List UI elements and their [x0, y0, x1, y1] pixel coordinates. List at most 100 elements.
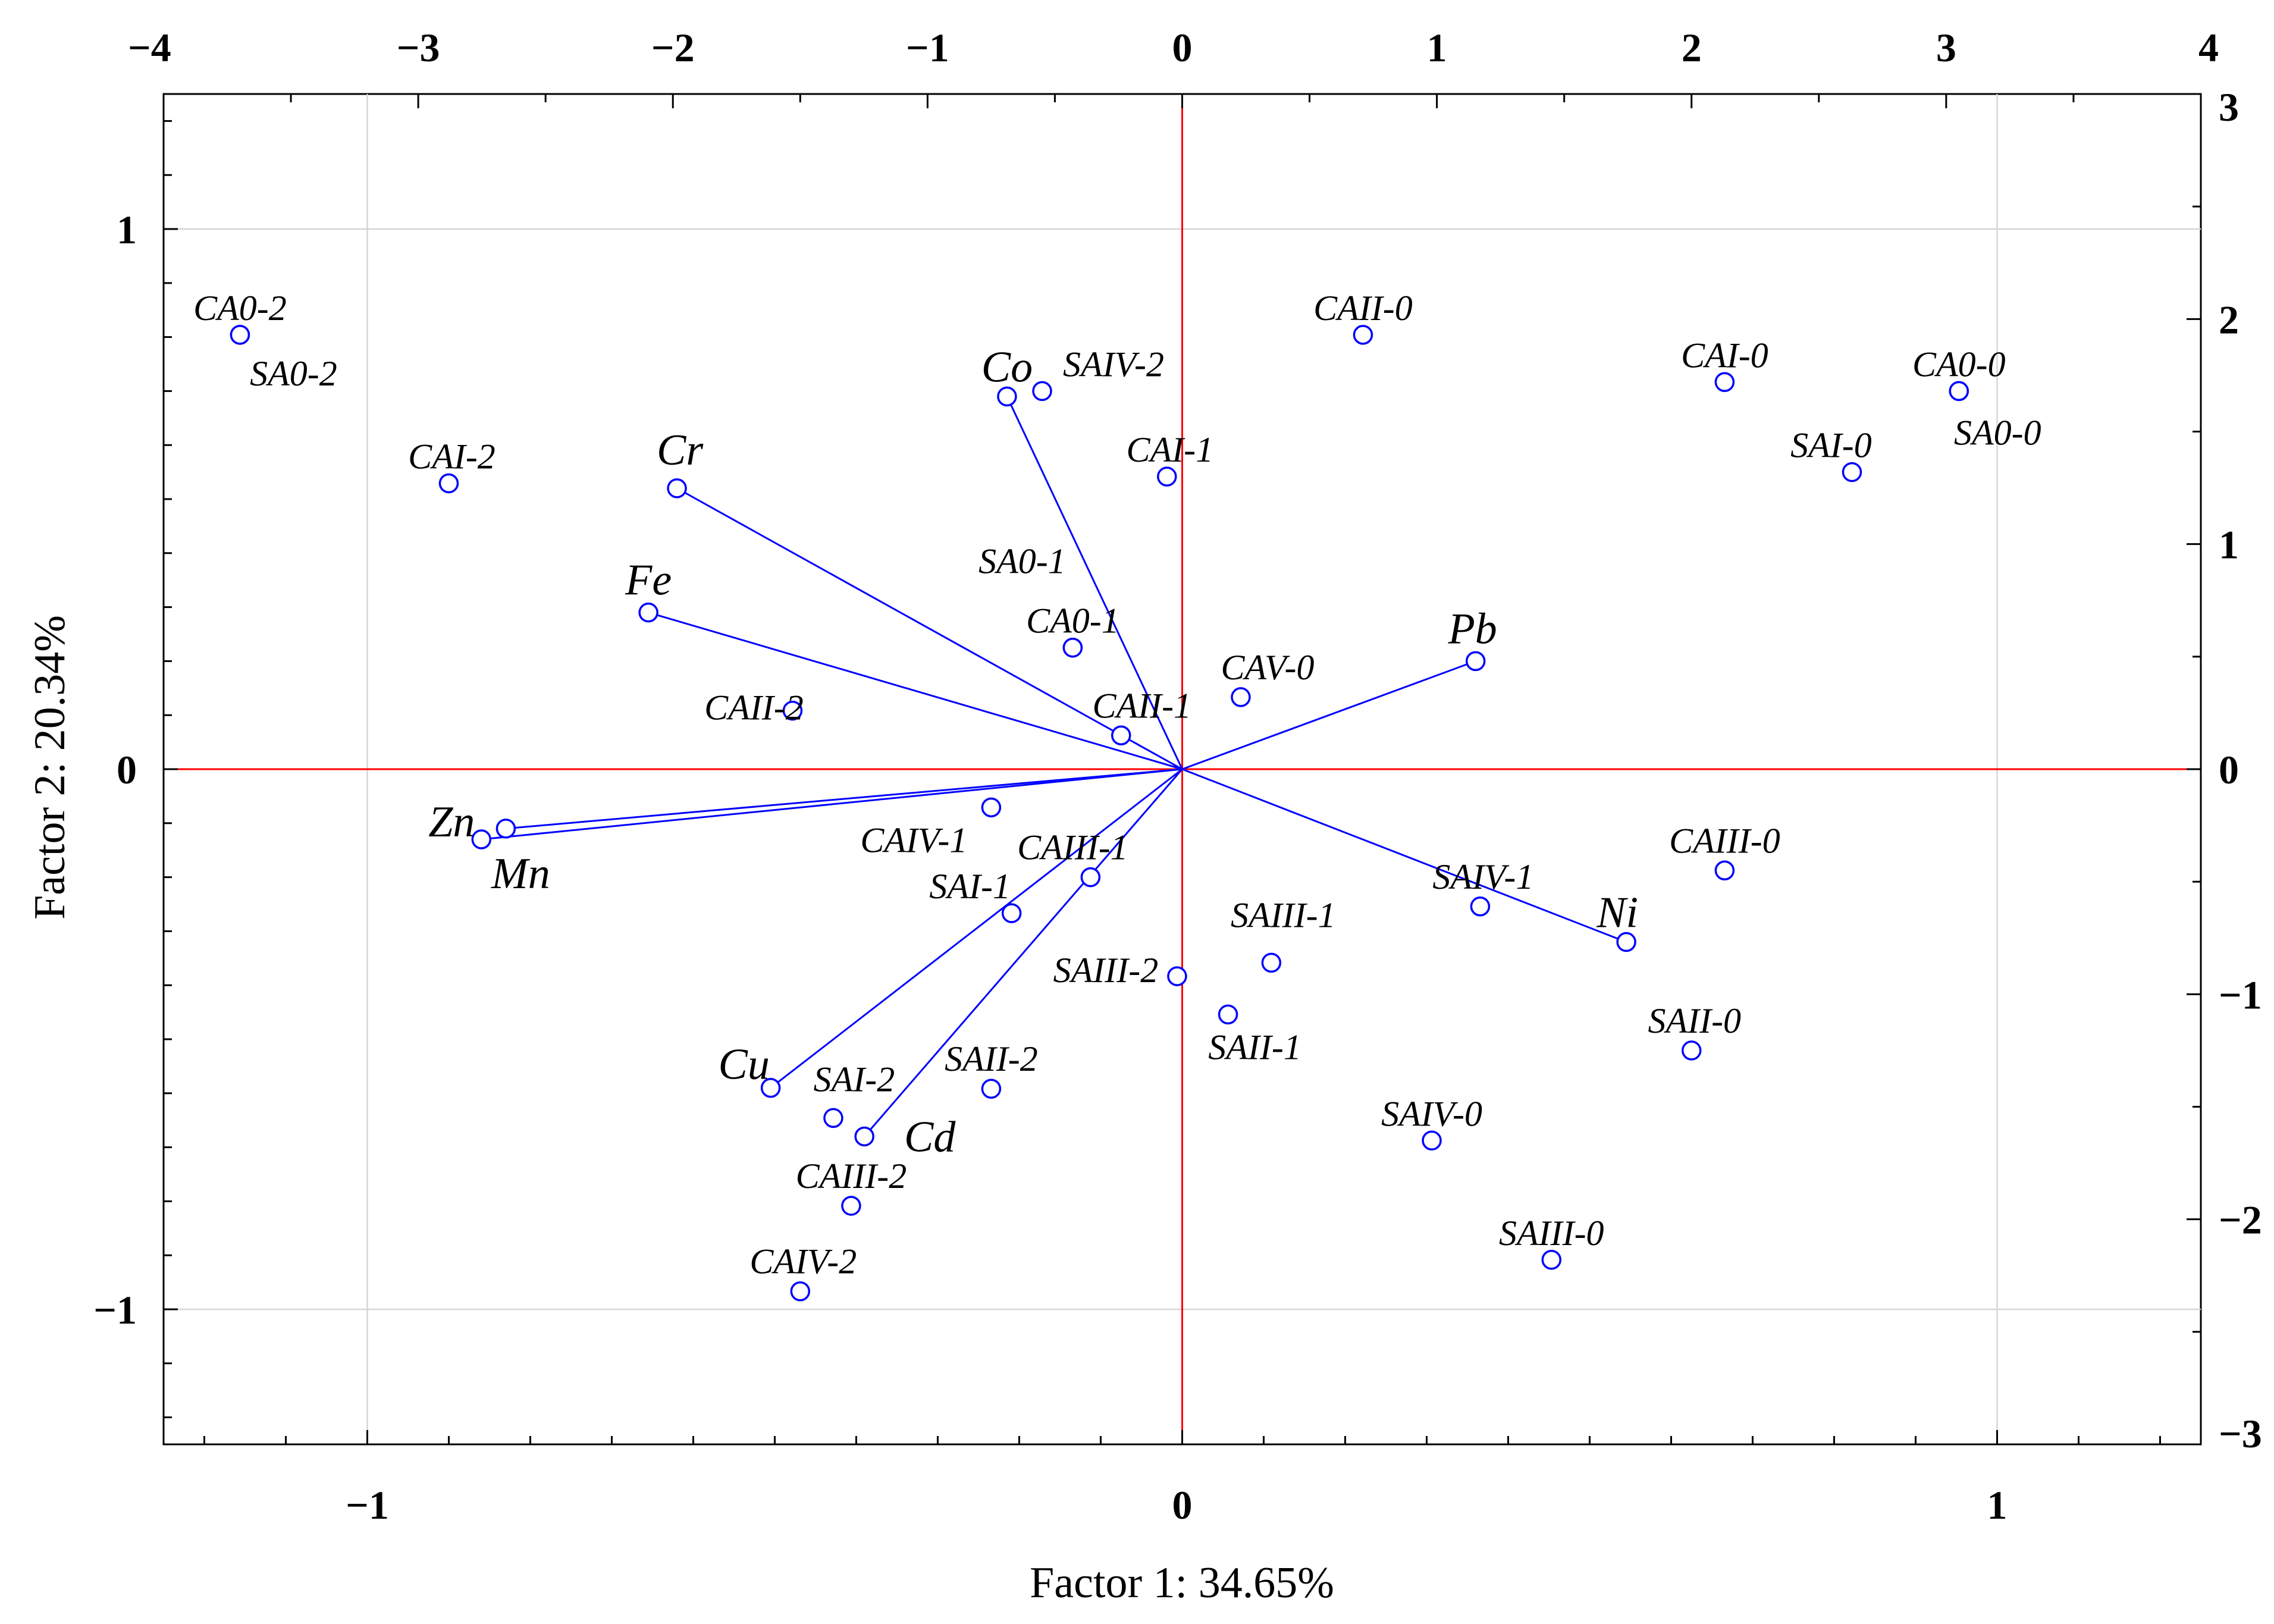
variable-marker — [760, 1077, 781, 1098]
observation-label: CAII-1 — [1092, 686, 1191, 725]
observation-label: SAII-2 — [945, 1039, 1038, 1079]
observation-label: CAI-0 — [1681, 336, 1768, 375]
top-tick-label: −4 — [128, 25, 171, 70]
loading-vector-cr — [676, 487, 1183, 770]
top-tick-label: 4 — [2198, 25, 2219, 70]
observation-label: SAI-1 — [929, 867, 1011, 906]
observation-marker — [1167, 966, 1187, 986]
variable-label: Cr — [657, 426, 704, 475]
observation-marker — [1470, 896, 1491, 917]
variable-marker — [495, 819, 516, 839]
top-tick-label: 0 — [1172, 25, 1193, 70]
variable-marker — [638, 602, 658, 623]
observation-marker — [1714, 372, 1735, 393]
observation-label: SAIV-2 — [1063, 344, 1164, 384]
variable-label: Mn — [491, 849, 550, 898]
observation-marker — [1261, 952, 1282, 973]
top-tick-label: −1 — [906, 25, 949, 70]
right-tick-label: −3 — [2219, 1411, 2262, 1456]
left-tick-label: 0 — [117, 747, 137, 792]
variable-label: Zn — [428, 798, 475, 847]
observation-label: CAV-0 — [1221, 648, 1314, 687]
observation-marker — [1157, 466, 1177, 487]
observation-marker — [1080, 867, 1101, 888]
loading-vector-co — [1006, 396, 1183, 770]
observation-label: CAI-2 — [408, 437, 495, 476]
right-tick-label: −2 — [2219, 1197, 2262, 1243]
bottom-tick-label: 1 — [1987, 1482, 2008, 1528]
loading-vector-fe — [648, 612, 1183, 770]
observation-marker — [823, 1108, 843, 1128]
observation-label: CAIV-1 — [860, 820, 967, 860]
top-tick-label: −3 — [397, 25, 440, 70]
observation-label: SAII-0 — [1648, 1001, 1741, 1040]
observation-label: CAI-1 — [1126, 430, 1213, 469]
observation-label: SAIII-2 — [1053, 951, 1159, 990]
variable-vectors: Co Cr Fe Pb Zn Mn Ni Cu Cd — [428, 343, 1638, 1161]
top-tick-label: 2 — [1682, 25, 1702, 70]
observation-label: SAIV-1 — [1432, 857, 1533, 896]
observation-marker — [438, 473, 459, 494]
observation-label: CA0-2 — [193, 289, 287, 328]
variable-marker — [667, 478, 687, 499]
observation-label: CA0-1 — [1026, 601, 1119, 641]
observation-marker — [981, 797, 1002, 818]
observation-marker — [1949, 381, 1969, 402]
variable-marker — [997, 386, 1017, 407]
x-axis-title: Factor 1: 34.65% — [1030, 1559, 1334, 1607]
variable-marker — [1616, 932, 1636, 952]
observation-marker — [230, 325, 250, 345]
observation-label: SAI-0 — [1790, 426, 1872, 465]
observation-marker — [782, 700, 803, 721]
observation-label: CA0-0 — [1912, 344, 2006, 384]
variable-label: Ni — [1596, 889, 1638, 938]
observation-marker — [1714, 860, 1735, 880]
observation-marker — [790, 1281, 811, 1302]
observation-label: SAII-1 — [1208, 1027, 1301, 1067]
variable-label: Cu — [718, 1040, 769, 1089]
top-tick-label: 3 — [1936, 25, 1956, 70]
observation-label: SA0-0 — [1954, 413, 2041, 452]
observation-marker — [1062, 637, 1083, 658]
loading-vector-mn — [506, 768, 1183, 830]
observation-marker — [1422, 1130, 1442, 1150]
bottom-tick-label: −1 — [346, 1482, 389, 1528]
variable-label: Cd — [904, 1112, 956, 1161]
observation-marker — [981, 1079, 1002, 1099]
observation-marker — [1353, 325, 1373, 345]
right-tick-label: −1 — [2219, 972, 2262, 1017]
observation-label: CAIII-2 — [796, 1156, 907, 1196]
observation-label: SAIV-0 — [1381, 1094, 1482, 1133]
bottom-tick-label: 0 — [1172, 1482, 1193, 1528]
observation-label: SA0-1 — [978, 542, 1066, 581]
observation-label: CAII-2 — [704, 688, 804, 728]
right-tick-label: 1 — [2219, 522, 2239, 568]
observation-label: SA0-2 — [250, 354, 337, 393]
variable-label: Pb — [1448, 604, 1497, 653]
left-tick-label: 1 — [117, 207, 137, 252]
observation-marker — [1111, 725, 1131, 745]
variable-marker — [1465, 651, 1486, 672]
variable-marker — [854, 1126, 874, 1147]
observation-label: CAIII-0 — [1669, 821, 1780, 860]
loading-vector-ni — [1181, 768, 1627, 943]
variable-marker — [471, 829, 492, 849]
observation-label: CAIII-1 — [1017, 828, 1128, 867]
observation-marker — [1001, 903, 1022, 923]
observation-label: SAIII-1 — [1231, 895, 1336, 935]
loading-vector-cu — [770, 768, 1183, 1089]
observation-label: CAIV-2 — [749, 1242, 857, 1281]
y-axis-title: Factor 2: 20.34% — [26, 615, 74, 920]
observation-points: CA0-2 SA0-2 CAI-2 CAII-2 SAIV-2 CAI-1 SA0-1 CA0… — [193, 289, 2041, 1302]
variable-label: Co — [981, 343, 1033, 391]
right-tick-label: 0 — [2219, 747, 2239, 792]
left-tick-label: −1 — [93, 1287, 137, 1333]
observation-marker — [1541, 1250, 1562, 1270]
top-tick-label: 1 — [1427, 25, 1447, 70]
right-tick-label: 3 — [2219, 84, 2239, 130]
loading-vector-pb — [1181, 660, 1476, 770]
loading-vector-cd — [864, 769, 1183, 1137]
observation-marker — [1032, 381, 1052, 402]
